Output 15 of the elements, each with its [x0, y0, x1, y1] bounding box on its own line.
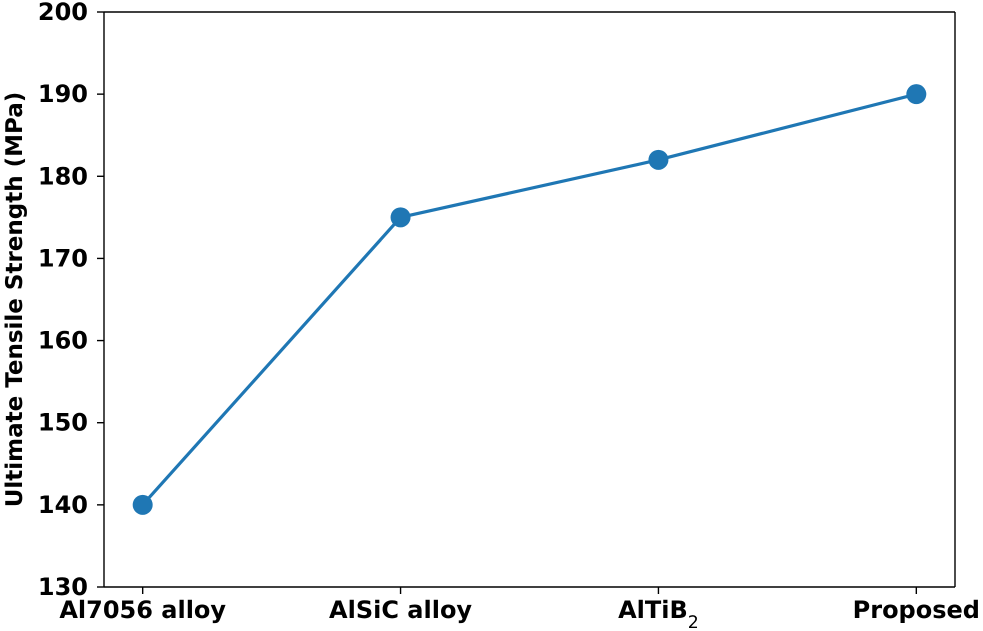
- point: [648, 150, 668, 170]
- x-tick-label: AlSiC alloy: [329, 596, 472, 624]
- point: [906, 84, 926, 104]
- y-tick-label: 180: [38, 162, 88, 190]
- y-tick-label: 150: [38, 408, 88, 437]
- y-tick-label: 190: [38, 80, 88, 108]
- point: [132, 494, 153, 515]
- x-tick-label: Proposed: [852, 596, 980, 624]
- point: [390, 207, 411, 228]
- x-tick-label: AlTiB$_{2}$: [618, 596, 699, 631]
- y-tick-label: 140: [38, 490, 88, 519]
- y-tick-label: 170: [38, 244, 88, 272]
- y-tick-label: 160: [38, 326, 88, 355]
- y-axis-title: Ultimate Tensile Strength (MPa): [2, 92, 28, 508]
- y-tick-label: 200: [38, 0, 88, 26]
